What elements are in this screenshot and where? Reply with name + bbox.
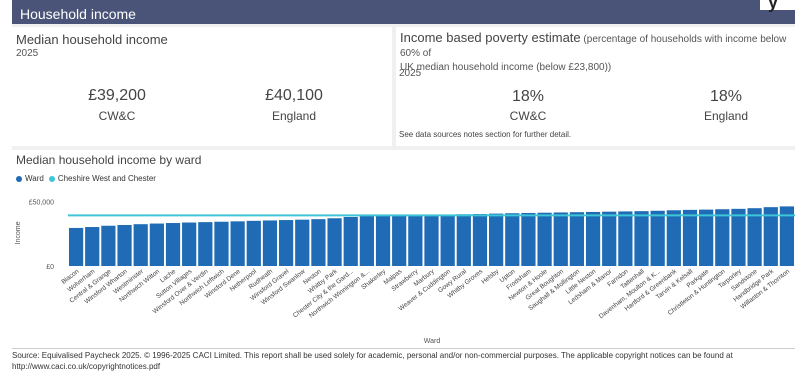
poverty-estimate-title: Income based poverty estimate (percentag… — [400, 32, 795, 74]
bar — [441, 215, 455, 266]
bar — [651, 211, 665, 266]
poverty-estimate-card: Income based poverty estimate (percentag… — [396, 27, 795, 146]
bar — [489, 214, 503, 266]
x-tick-label: Helsby — [480, 268, 501, 286]
source-footer: Source: Equivalised Paycheck 2025. © 199… — [12, 350, 795, 372]
bar — [263, 220, 277, 266]
cwc-poverty-value: 18% — [458, 88, 598, 106]
bar — [521, 213, 535, 266]
england-poverty-label: England — [656, 109, 795, 123]
copyright-link[interactable]: http://www.caci.co.uk/copyrightnotices.p… — [12, 361, 795, 372]
bar — [602, 212, 616, 266]
bar — [505, 213, 519, 266]
bar — [457, 214, 471, 266]
bar — [392, 215, 406, 266]
section-header: Household income — [12, 0, 795, 24]
section-title: Household income — [20, 6, 136, 22]
poverty-year: 2025 — [399, 68, 421, 79]
header-corner-glyph: y — [768, 0, 778, 13]
bar — [586, 212, 600, 266]
bar — [748, 208, 762, 266]
bar — [182, 223, 196, 266]
bar — [150, 224, 164, 266]
bar — [231, 221, 245, 266]
y-axis-label: Income — [15, 221, 22, 244]
cwc-median-label: CW&C — [47, 109, 187, 123]
y-tick-label: £50,000 — [29, 199, 54, 206]
cwc-median-value: £39,200 — [47, 87, 187, 105]
median-income-year: 2025 — [16, 48, 38, 59]
bar — [618, 211, 632, 266]
bar — [166, 223, 180, 266]
y-tick-label: £0 — [46, 264, 54, 271]
source-text: Source: Equivalised Paycheck 2025. © 199… — [12, 350, 795, 361]
median-income-title: Median household income — [16, 32, 168, 47]
bar — [408, 215, 422, 266]
bar — [699, 210, 713, 266]
england-median-label: England — [224, 109, 364, 123]
england-poverty-value: 18% — [656, 88, 795, 106]
bar — [570, 212, 584, 266]
bar — [214, 222, 228, 266]
bar — [376, 216, 390, 266]
bar — [279, 220, 293, 266]
bar — [85, 227, 99, 266]
data-sources-note: See data sources notes section for furth… — [399, 130, 571, 139]
x-axis-label: Ward — [424, 338, 441, 345]
bar — [667, 210, 681, 266]
bar — [101, 226, 115, 266]
bar — [69, 228, 83, 266]
median-income-card: Median household income 2025 £39,200 CW&… — [12, 27, 392, 146]
footer-separator — [12, 348, 795, 349]
bar — [715, 209, 729, 266]
england-median-value: £40,100 — [224, 87, 364, 105]
bar — [344, 217, 358, 266]
bar — [554, 212, 568, 266]
bar — [117, 225, 131, 266]
poverty-title-main: Income based poverty estimate — [400, 30, 581, 45]
ward-income-chart-panel: Median household income by ward Ward Che… — [12, 150, 795, 348]
bar — [360, 216, 374, 266]
bar — [295, 220, 309, 266]
header-corner: y — [760, 0, 795, 10]
bar — [731, 209, 745, 266]
bar — [683, 210, 697, 266]
bar — [311, 219, 325, 266]
bar — [134, 224, 148, 266]
bar — [424, 215, 438, 266]
poverty-title-detail-2: UK median household income (below £23,80… — [400, 62, 611, 73]
bar — [327, 218, 341, 266]
cwc-poverty-label: CW&C — [458, 109, 598, 123]
bar — [634, 211, 648, 266]
bar — [198, 222, 212, 266]
bar — [537, 213, 551, 266]
bar — [247, 221, 261, 266]
bar — [473, 214, 487, 266]
